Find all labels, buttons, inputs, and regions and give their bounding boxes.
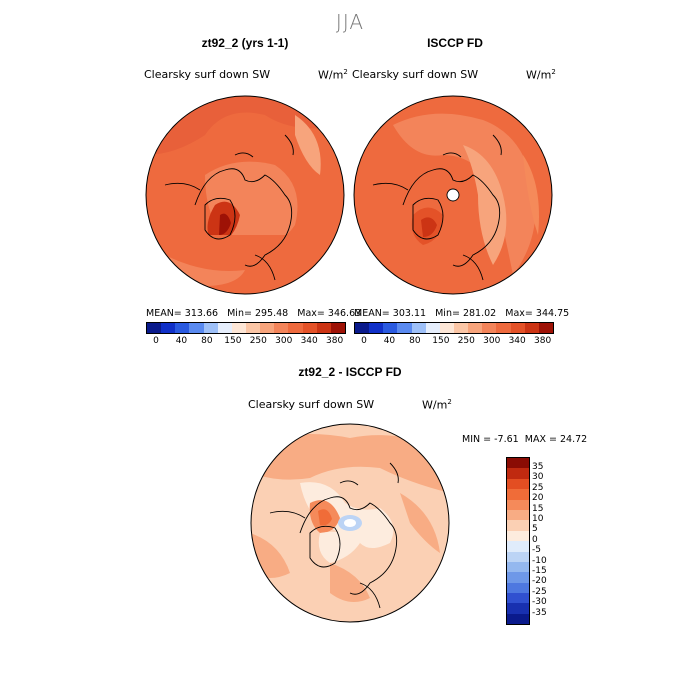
diff-colorbar-tick-label: 10 <box>532 514 544 524</box>
colorbar-swatch <box>316 323 331 333</box>
obs-polar-map <box>353 95 553 295</box>
colorbar-tick-label: 0 <box>153 336 159 346</box>
diff-colorbar-swatch <box>507 489 529 500</box>
diff-colorbar-swatch <box>507 520 529 531</box>
colorbar-swatch <box>189 323 204 333</box>
colorbar-swatch <box>245 323 261 333</box>
diff-colorbar-swatch <box>507 458 529 469</box>
diff-colorbar-swatch <box>507 613 529 625</box>
colorbar-swatch <box>369 323 384 333</box>
diff-colorbar-ticks: 35 30 25 20 15 10 5 0 -5 -10 -15 -20 -25 -30 -35 <box>532 457 572 625</box>
obs-stats: MEAN= 303.11 Min= 281.02 Max= 344.75 <box>354 308 570 319</box>
colorbar-swatch <box>524 323 539 333</box>
diff-colorbar-tick-label: -25 <box>532 586 547 597</box>
colorbar-swatch <box>397 323 412 333</box>
colorbar-tick-label: 250 <box>249 336 267 346</box>
colorbar-swatch <box>355 323 370 333</box>
model-colorbar <box>146 322 346 334</box>
colorbar-tick-label: 380 <box>326 336 344 346</box>
diff-colorbar-tick-label: 15 <box>532 503 544 514</box>
diff-colorbar-swatch <box>507 572 529 583</box>
obs-units-label: W/m2 <box>526 68 556 82</box>
colorbar-swatch <box>260 323 275 333</box>
diff-variable-label: Clearsky surf down SW <box>248 398 375 411</box>
colorbar-tick-label: 80 <box>201 336 213 346</box>
diff-stats: MIN = -7.61 MAX = 24.72 <box>462 434 588 445</box>
obs-colorbar <box>354 322 554 334</box>
diff-colorbar-tick-label: -35 <box>532 607 547 618</box>
colorbar-swatch <box>147 323 162 333</box>
colorbar-tick-label: 40 <box>175 336 188 346</box>
colorbar-tick-label: 300 <box>275 336 293 346</box>
diff-panel-title: zt92_2 - ISCCP FD <box>298 365 402 379</box>
colorbar-swatch <box>482 323 497 333</box>
diff-colorbar-tick-label: 25 <box>532 482 544 493</box>
diff-colorbar-swatch <box>507 541 529 552</box>
diff-colorbar <box>506 457 530 626</box>
obs-colorbar-ticks: 0 40 80 150 250 300 340 380 <box>354 336 552 348</box>
model-units-label: W/m2 <box>318 68 348 82</box>
colorbar-tick-label: 40 <box>383 336 396 346</box>
diff-colorbar-tick-label: -5 <box>532 545 541 556</box>
colorbar-swatch <box>330 323 345 333</box>
colorbar-tick-label: 380 <box>534 336 552 346</box>
model-panel-title: zt92_2 (yrs 1-1) <box>201 36 289 50</box>
colorbar-swatch <box>161 323 176 333</box>
diff-colorbar-tick-label: -10 <box>532 555 547 566</box>
colorbar-swatch <box>468 323 483 333</box>
colorbar-swatch <box>274 323 289 333</box>
colorbar-tick-label: 340 <box>300 336 318 346</box>
colorbar-tick-label: 250 <box>457 336 475 346</box>
colorbar-swatch <box>302 323 317 333</box>
season-title: JJA <box>335 10 365 34</box>
diff-polar-map <box>250 423 450 623</box>
colorbar-tick-label: 150 <box>432 336 450 346</box>
diff-colorbar-tick-label: -30 <box>532 597 547 608</box>
colorbar-swatch <box>425 323 440 333</box>
diff-colorbar-tick-label: 30 <box>532 472 544 483</box>
diff-colorbar-swatch <box>507 509 529 521</box>
model-polar-map <box>145 95 345 295</box>
diff-colorbar-tick-label: -20 <box>532 576 547 587</box>
diff-colorbar-swatch <box>507 499 529 510</box>
colorbar-tick-label: 340 <box>508 336 526 346</box>
model-variable-label: Clearsky surf down SW <box>144 68 271 81</box>
colorbar-tick-label: 300 <box>483 336 501 346</box>
colorbar-swatch <box>203 323 218 333</box>
model-colorbar-ticks: 0 40 80 150 250 300 340 380 <box>146 336 344 348</box>
colorbar-swatch <box>496 323 511 333</box>
diff-colorbar-tick-label: 20 <box>532 493 544 504</box>
colorbar-swatch <box>175 323 190 333</box>
diff-colorbar-swatch <box>507 551 529 562</box>
diff-colorbar-swatch <box>507 561 529 573</box>
model-stats: MEAN= 313.66 Min= 295.48 Max= 346.63 <box>146 308 362 319</box>
colorbar-swatch <box>411 323 426 333</box>
colorbar-tick-label: 0 <box>361 336 367 346</box>
colorbar-swatch <box>217 323 232 333</box>
obs-variable-label: Clearsky surf down SW <box>352 68 479 81</box>
diff-colorbar-swatch <box>507 468 529 479</box>
diff-colorbar-tick-label: -15 <box>532 566 547 576</box>
obs-panel-title: ISCCP FD <box>427 36 483 50</box>
diff-colorbar-tick-label: 35 <box>532 462 544 472</box>
colorbar-swatch <box>383 323 398 333</box>
diff-colorbar-swatch <box>507 603 529 614</box>
diff-colorbar-swatch <box>507 582 529 594</box>
colorbar-swatch <box>288 323 303 333</box>
colorbar-swatch <box>439 323 454 333</box>
diff-colorbar-swatch <box>507 593 529 604</box>
colorbar-swatch <box>510 323 525 333</box>
diff-units-label: W/m2 <box>422 398 452 412</box>
diff-colorbar-swatch <box>507 530 529 542</box>
diff-colorbar-tick-label: 0 <box>532 534 538 545</box>
diff-colorbar-tick-label: 5 <box>532 524 538 535</box>
colorbar-tick-label: 150 <box>224 336 242 346</box>
colorbar-swatch <box>231 323 246 333</box>
colorbar-swatch <box>453 323 469 333</box>
colorbar-swatch <box>538 323 553 333</box>
diff-colorbar-swatch <box>507 478 529 490</box>
colorbar-tick-label: 80 <box>409 336 421 346</box>
